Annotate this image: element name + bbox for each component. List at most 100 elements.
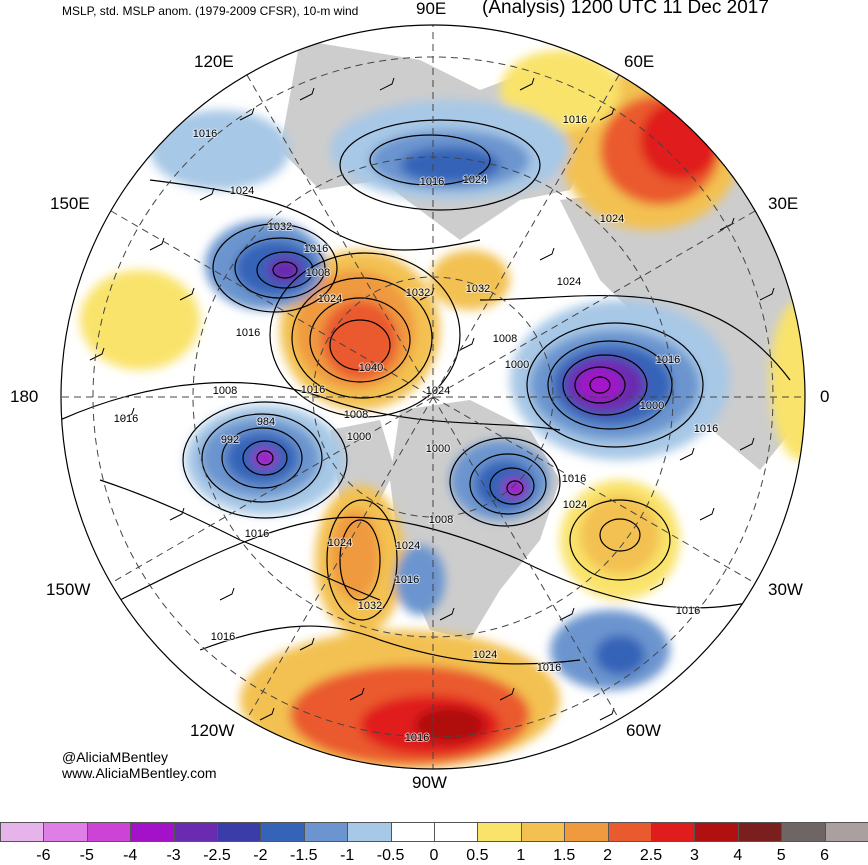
isobar-label: 1024 (328, 537, 352, 549)
isobar-label: 1040 (359, 362, 383, 374)
colorbar-cell (303, 822, 349, 842)
isobar-label: 1016 (193, 128, 217, 140)
colorbar-tick-label: 6 (820, 847, 830, 864)
isobar-label: 1032 (358, 600, 382, 612)
isobar-label: 1016 (211, 631, 235, 643)
isobar-label: 1016 (114, 413, 138, 425)
colorbar-tick-label: -0.5 (376, 847, 405, 864)
wind-barbs (89, 77, 775, 721)
colorbar-cell (173, 822, 218, 842)
isobar-label: 1016 (694, 423, 718, 435)
isobar-label: 1024 (463, 174, 487, 186)
isobar-label: 1016 (395, 574, 419, 586)
colorbar-cell (130, 822, 175, 842)
isobar-label: 1008 (493, 333, 517, 345)
colorbar-tick-label: 3 (689, 847, 699, 864)
lon-label-90w: 90W (412, 773, 447, 792)
colorbar-cell (43, 822, 88, 842)
colorbar-cell (0, 822, 45, 842)
isobar-label: 1024 (563, 499, 587, 511)
credit-handle: @AliciaMBentley (62, 749, 169, 765)
colorbar-cell (607, 822, 652, 842)
isobar-label: 1024 (557, 276, 581, 288)
isobar-label: 1008 (344, 409, 368, 421)
colorbar-tick-label: 5 (776, 847, 786, 864)
isobar-label: 1016 (562, 473, 586, 485)
lon-label-60w: 60W (626, 721, 661, 740)
isobar-label: 1024 (426, 385, 450, 397)
isobar-label: 1024 (230, 185, 254, 197)
isobars (61, 119, 791, 665)
colorbar-cell (260, 822, 305, 842)
colorbar-tick-label: 0 (429, 847, 439, 864)
colorbar-tick-label: -1 (340, 847, 355, 864)
colorbar-cell (564, 822, 609, 842)
isobar-label: 1032 (466, 283, 490, 295)
isobar-label: 1000 (347, 431, 371, 443)
colorbar-cell (217, 822, 262, 842)
isobar-label: 1016 (304, 243, 328, 255)
isobar-label: 1024 (396, 540, 420, 552)
isobar-label: 1000 (640, 400, 664, 412)
isobar-label: 1032 (406, 287, 430, 299)
colorbar-cell (651, 822, 696, 842)
colorbar-tick-label: 4 (733, 847, 743, 864)
colorbar-tick-label: -2 (253, 847, 268, 864)
colorbar-tick-label: -1.5 (290, 847, 318, 864)
colorbar-tick-label: 2.5 (639, 847, 663, 864)
isobar-label: 1016 (245, 528, 269, 540)
isobar-label: 1008 (213, 385, 237, 397)
isobar-label: 1000 (505, 359, 529, 371)
map-boundary (60, 24, 806, 770)
colorbar-cell (781, 822, 826, 842)
colorbar-cell (434, 822, 479, 842)
lon-label-30e: 30E (768, 194, 799, 213)
colorbar-cell (390, 822, 435, 842)
isobar-label: 1016 (420, 176, 444, 188)
isobar-label: 984 (257, 416, 275, 428)
lon-label-180: 180 (10, 387, 39, 406)
isobar-label: 1024 (318, 293, 342, 305)
isobar-label: 1008 (429, 514, 453, 526)
colorbar-tick-label: -5 (79, 847, 94, 864)
lon-label-120w: 120W (190, 721, 235, 740)
isobar-label: 1032 (268, 221, 292, 233)
isobar-label: 1024 (473, 649, 497, 661)
colorbar (0, 822, 868, 842)
colorbar-tick-label: 0.5 (466, 847, 489, 864)
colorbar-tick-label: 1.5 (553, 847, 576, 864)
colorbar-tick-label: -3 (166, 847, 181, 864)
map-title-left: MSLP, std. MSLP anom. (1979-2009 CFSR), … (62, 4, 359, 18)
isobar-label: 1016 (405, 732, 429, 744)
colorbar-cell (824, 822, 868, 842)
credit-url: www.AliciaMBentley.com (62, 765, 217, 781)
colorbar-cell (347, 822, 392, 842)
polar-stereographic-map: 1016 1024 1032 1008 1016 1024 1016 1008 1040 1016… (60, 24, 806, 770)
colorbar-cell (737, 822, 783, 842)
colorbar-cell (520, 822, 566, 842)
graticule (61, 25, 805, 769)
isobar-label: 1016 (301, 384, 325, 396)
isobar-label: 1016 (563, 114, 587, 126)
colorbar-tick-label: -2.5 (203, 847, 231, 864)
lon-label-60e: 60E (624, 52, 655, 71)
lon-label-150e: 150E (50, 194, 90, 213)
isobar-label: 1016 (676, 605, 700, 617)
lon-label-0: 0 (820, 387, 830, 406)
lon-label-30w: 30W (768, 580, 803, 599)
colorbar-tick-label: -6 (36, 847, 51, 864)
colorbar-tick-label: -4 (123, 847, 138, 864)
isobar-label: 992 (221, 434, 239, 446)
lon-label-90e: 90E (416, 0, 447, 18)
colorbar-tick-label: 2 (603, 847, 613, 864)
isobar-label: 1008 (306, 267, 330, 279)
pressure-labels: 1016 1024 1032 1008 1016 1024 1016 1008 1040 1016… (113, 113, 719, 745)
isobar-label: 1000 (426, 443, 450, 455)
lon-label-150w: 150W (46, 580, 91, 599)
colorbar-cell (477, 822, 522, 842)
colorbar-cell (86, 822, 132, 842)
map-title-right: (Analysis) 1200 UTC 11 Dec 2017 (482, 0, 769, 18)
isobar-label: 1016 (236, 327, 260, 339)
lon-label-120e: 120E (194, 52, 234, 71)
isobar-label: 1024 (600, 213, 624, 225)
